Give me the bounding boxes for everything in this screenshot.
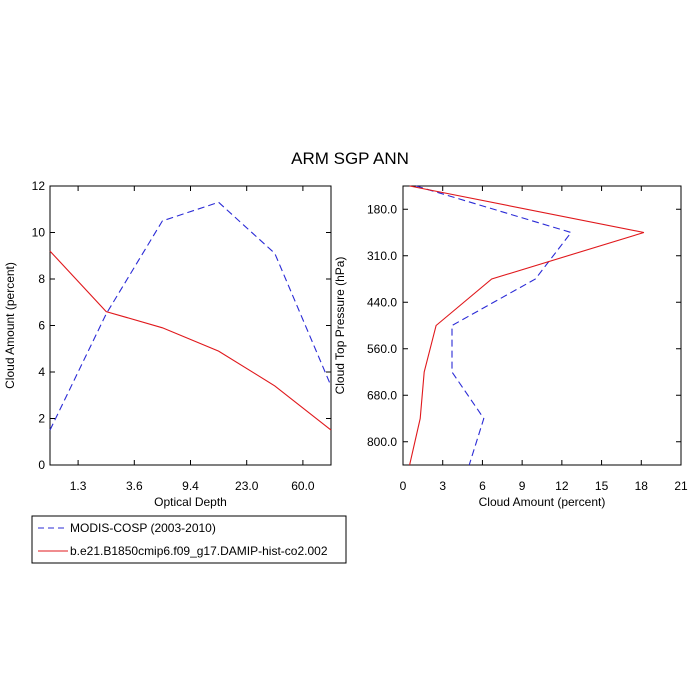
legend-box: [31, 515, 347, 564]
right-y-axis-label: Cloud Top Pressure (hPa): [333, 257, 347, 395]
legend: MODIS-COSP (2003-2010) b.e21.B1850cmip6.…: [31, 515, 347, 564]
left-y-tick-label: 6: [38, 319, 45, 333]
left-series-modis-line: [49, 201, 332, 431]
left-y-tick-label: 0: [38, 458, 45, 472]
left-y-tick-label: 12: [32, 179, 46, 193]
left-series-lines: [49, 201, 332, 431]
left-y-tick-label: 10: [32, 226, 46, 240]
right-tick-marks: [402, 186, 682, 465]
right-x-tick-label: 15: [595, 479, 609, 493]
left-y-axis-label: Cloud Amount (percent): [3, 262, 17, 389]
legend-label-modis: MODIS-COSP (2003-2010): [70, 521, 216, 535]
left-plot-frame: [49, 185, 332, 466]
right-x-tick-labels: 0 3 6 9 12 15 18 21: [400, 479, 688, 493]
cloud-top-pressure-panel: 180.0 310.0 440.0 560.0 680.0 800.0 0 3 6 9 12 15 1…: [333, 185, 688, 509]
right-x-tick-label: 6: [479, 479, 486, 493]
left-x-tick-label: 23.0: [235, 479, 259, 493]
left-x-axis-label: Optical Depth: [154, 495, 227, 509]
right-x-tick-label: 12: [555, 479, 569, 493]
right-series-lines: [409, 185, 645, 466]
right-y-tick-labels: 180.0 310.0 440.0 560.0 680.0 800.0: [367, 202, 397, 449]
left-y-tick-label: 8: [38, 272, 45, 286]
left-x-tick-labels: 1.3 3.6 9.4 23.0 60.0: [70, 479, 315, 493]
optical-depth-panel: 0 2 4 6 8 10 12 1.3 3.6 9.4 23.0 60.0 Optical Dept…: [3, 179, 332, 509]
chart-title: ARM SGP ANN: [291, 149, 409, 168]
left-y-tick-label: 2: [38, 412, 45, 426]
right-y-tick-label: 440.0: [367, 295, 397, 309]
right-x-tick-label: 18: [635, 479, 649, 493]
left-x-tick-label: 9.4: [182, 479, 199, 493]
right-x-tick-label: 3: [439, 479, 446, 493]
right-y-tick-label: 180.0: [367, 202, 397, 216]
right-y-tick-label: 560.0: [367, 342, 397, 356]
right-x-axis-label: Cloud Amount (percent): [479, 495, 606, 509]
left-x-tick-label: 60.0: [291, 479, 315, 493]
right-y-tick-label: 680.0: [367, 388, 397, 402]
left-x-tick-label: 1.3: [70, 479, 87, 493]
legend-label-model: b.e21.B1850cmip6.f09_g17.DAMIP-hist-co2.…: [70, 544, 328, 558]
right-x-tick-label: 21: [674, 479, 688, 493]
right-series-modis-line: [416, 185, 573, 466]
right-series-model-line: [409, 185, 645, 466]
right-y-tick-label: 800.0: [367, 435, 397, 449]
left-y-tick-labels: 0 2 4 6 8 10 12: [32, 179, 46, 472]
left-series-model-line: [49, 250, 332, 431]
left-x-tick-label: 3.6: [126, 479, 143, 493]
left-y-tick-label: 4: [38, 365, 45, 379]
left-tick-marks: [50, 185, 331, 466]
right-y-tick-label: 310.0: [367, 249, 397, 263]
right-x-tick-label: 9: [519, 479, 526, 493]
right-plot-frame: [402, 185, 682, 466]
right-x-tick-label: 0: [400, 479, 407, 493]
